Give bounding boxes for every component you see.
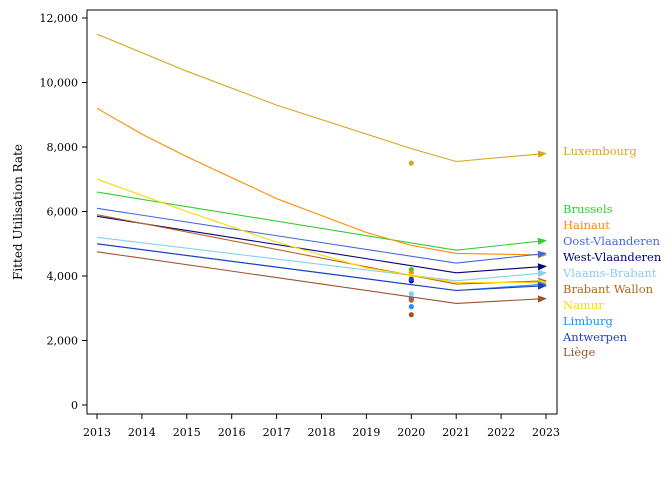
legend-label: Brussels bbox=[563, 202, 613, 216]
observed-point bbox=[408, 297, 414, 303]
plot-frame bbox=[86, 9, 558, 415]
x-tick-label: 2023 bbox=[532, 426, 560, 439]
observed-point bbox=[408, 304, 414, 310]
series-line-oost-vlaanderen bbox=[96, 207, 547, 264]
legend-label: Oost-Vlaanderen bbox=[563, 234, 660, 248]
series-line-antwerpen bbox=[96, 243, 547, 292]
series-lines bbox=[96, 33, 547, 304]
x-tick-label: 2019 bbox=[352, 426, 380, 439]
observed-point bbox=[408, 312, 414, 318]
y-tick-label: 6,000 bbox=[47, 206, 79, 219]
legend-label: Namur bbox=[563, 298, 604, 312]
y-tick-label: 12,000 bbox=[40, 12, 79, 25]
series-line-hainaut bbox=[96, 107, 547, 259]
y-tick-label: 4,000 bbox=[47, 270, 79, 283]
observed-point bbox=[408, 160, 414, 166]
y-axis-title: Fitted Utilisation Rate bbox=[11, 144, 25, 280]
x-tick-label: 2015 bbox=[173, 426, 201, 439]
x-tick-label: 2021 bbox=[442, 426, 470, 439]
y-tick-label: 2,000 bbox=[47, 335, 79, 348]
series-line-west-vlaanderen bbox=[96, 215, 547, 274]
x-tick-label: 2017 bbox=[263, 426, 291, 439]
x-tick-label: 2020 bbox=[397, 426, 425, 439]
x-tick-label: 2022 bbox=[487, 426, 515, 439]
legend-label: Liège bbox=[563, 345, 595, 359]
x-tick-label: 2018 bbox=[308, 426, 336, 439]
legend-label: West-Vlaanderen bbox=[563, 250, 662, 264]
legend-label: Vlaams-Brabant bbox=[562, 266, 657, 280]
legend-label: Antwerpen bbox=[562, 330, 628, 344]
legend-label: Limburg bbox=[563, 314, 613, 328]
observed-points bbox=[408, 160, 414, 318]
series-line-vlaams-brabant bbox=[96, 236, 547, 282]
legend-label: Luxembourg bbox=[563, 144, 637, 158]
x-tick-label: 2013 bbox=[83, 426, 111, 439]
legend-label: Brabant Wallon bbox=[563, 282, 654, 296]
x-tick-label: 2016 bbox=[218, 426, 246, 439]
series-line-brussels bbox=[96, 191, 547, 251]
y-tick-label: 10,000 bbox=[40, 77, 79, 90]
x-tick-label: 2014 bbox=[128, 426, 156, 439]
legend-label: Hainaut bbox=[563, 218, 610, 232]
y-tick-label: 8,000 bbox=[47, 141, 79, 154]
series-line-li-ge bbox=[96, 251, 547, 304]
y-tick-label: 0 bbox=[71, 399, 78, 412]
series-line-namur bbox=[96, 178, 547, 286]
observed-point bbox=[408, 291, 414, 297]
observed-point bbox=[408, 276, 414, 282]
series-line-luxembourg bbox=[96, 33, 547, 163]
series-line-brabant-wallon bbox=[96, 214, 547, 285]
